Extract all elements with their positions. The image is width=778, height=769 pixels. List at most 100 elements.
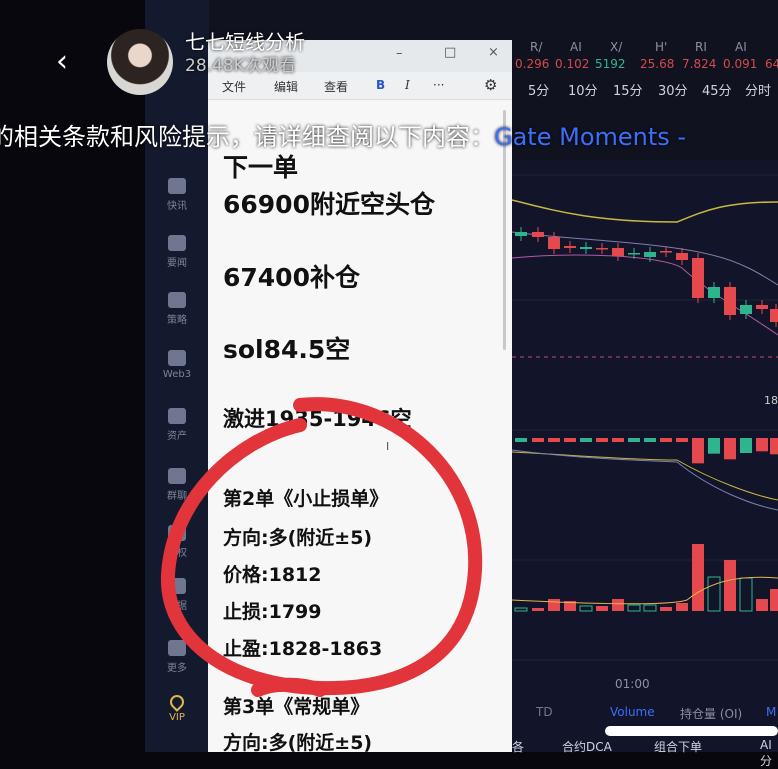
time-axis-label: 01:00: [615, 677, 650, 691]
maximize-button[interactable]: □: [444, 45, 457, 60]
menu-edit[interactable]: 编辑: [274, 80, 299, 94]
note-line: 方向:多(附近±5): [223, 527, 373, 549]
macd-bar: [740, 438, 752, 453]
sidebar-label: 群聊: [167, 491, 187, 502]
italic-button[interactable]: I: [405, 78, 410, 92]
gear-icon[interactable]: ⚙: [484, 76, 498, 94]
timeframe-45m[interactable]: 45分: [702, 84, 732, 99]
ticker-tab[interactable]: AI: [735, 40, 747, 54]
macd-line: [511, 451, 778, 501]
nav-ai[interactable]: AI分: [760, 738, 773, 768]
more-button[interactable]: ···: [433, 78, 445, 92]
candle: [660, 251, 672, 253]
volume-bar: [739, 577, 753, 612]
ticker-tab[interactable]: X/: [610, 40, 623, 54]
sidebar-item-news[interactable]: 要闻: [145, 235, 209, 269]
robot-icon: [168, 292, 186, 308]
indicator-tab-m[interactable]: M: [766, 705, 777, 719]
sidebar-item-strategy[interactable]: 策略: [145, 292, 209, 326]
menu-view[interactable]: 查看: [324, 80, 349, 94]
notepad-editor[interactable]: 下一单 66900附近空头仓 67400补仓 sol84.5空 激进1935-1…: [208, 101, 512, 752]
macd-bar: [628, 438, 640, 442]
note-line: 下一单: [223, 153, 299, 182]
sidebar-label: Web3: [162, 369, 192, 380]
indicator-tab-volume[interactable]: Volume: [610, 705, 655, 719]
volume-bar: [596, 606, 608, 611]
video-progress-bar[interactable]: [605, 726, 778, 736]
banner-text: 的相关条款和风险提示，请详细查阅以下内容：: [0, 123, 494, 151]
volume-bar: [724, 560, 736, 611]
sidebar-item-flash[interactable]: 快讯: [145, 178, 209, 212]
volume-bar: [770, 589, 778, 611]
sidebar-item-data[interactable]: 数据: [145, 578, 209, 612]
author-avatar[interactable]: [107, 29, 173, 95]
volume-bar: [676, 603, 688, 611]
nav-partial: 各: [512, 740, 525, 754]
ticker-tab[interactable]: RI: [695, 40, 707, 54]
author-name[interactable]: 七七短线分析: [185, 30, 305, 54]
sidebar-item-options[interactable]: 期权: [145, 525, 209, 559]
volume-bar: [627, 604, 641, 612]
timeframe-5m[interactable]: 5分: [528, 84, 550, 99]
close-button[interactable]: ×: [488, 45, 499, 60]
sidebar-item-assets[interactable]: 资产: [145, 408, 209, 442]
macd-bar: [660, 438, 672, 442]
indicator-tab-td[interactable]: TD: [536, 705, 553, 719]
sidebar-label: 期权: [167, 548, 187, 559]
diamond-icon: [167, 692, 187, 712]
sidebar-item-vip[interactable]: VIP: [145, 692, 209, 723]
notepad-scrollbar[interactable]: [503, 110, 506, 350]
ticker-tab[interactable]: AI: [570, 40, 582, 54]
candle: [770, 309, 778, 322]
price-chart[interactable]: 184 01:00 TD Volume 持仓量 (OI) M 各 合约DCA 组…: [511, 160, 778, 768]
candle: [548, 237, 560, 249]
macd-bar: [612, 438, 624, 442]
ticker-tab[interactable]: H': [655, 40, 668, 54]
nav-dca[interactable]: 合约DCA: [562, 740, 612, 754]
candle: [596, 248, 608, 250]
nav-combo-order[interactable]: 组合下单: [654, 740, 703, 754]
indicator-tab-oi[interactable]: 持仓量 (OI): [680, 707, 743, 721]
candle: [692, 258, 704, 298]
volume-bar: [564, 601, 576, 611]
chevron-left-icon[interactable]: ‹: [56, 44, 68, 79]
menu-file[interactable]: 文件: [222, 80, 247, 94]
note-line: 方向:多(附近±5): [223, 732, 373, 752]
macd-bar: [564, 438, 576, 442]
timeframe-10m[interactable]: 10分: [568, 84, 598, 99]
macd-bar: [580, 438, 592, 442]
macd-bar: [708, 438, 720, 454]
candle: [612, 248, 624, 256]
sidebar-item-more[interactable]: 更多: [145, 640, 209, 674]
macd-bar: [756, 438, 768, 452]
bold-button[interactable]: B: [376, 78, 386, 92]
sidebar-item-web3[interactable]: Web3: [145, 350, 209, 380]
volume-bar: [692, 544, 704, 611]
candle: [676, 253, 688, 260]
minimize-button[interactable]: –: [396, 46, 403, 61]
candle: [532, 232, 544, 237]
candle: [740, 305, 752, 314]
ticker-tab[interactable]: R/: [530, 40, 543, 54]
document-icon: [168, 235, 186, 251]
bollinger-mid: [511, 231, 778, 286]
timeframe-30m[interactable]: 30分: [658, 84, 688, 99]
timeframe-line[interactable]: 分时: [745, 84, 772, 99]
banner-link[interactable]: Gate Moments -: [494, 123, 687, 151]
bollinger-lower: [511, 254, 778, 336]
candlestick-chart: [511, 174, 778, 661]
ticker-value: 0.091: [723, 57, 758, 71]
macd-bar: [724, 438, 736, 460]
ticker-value: 0.102: [555, 57, 590, 71]
sidebar-item-chat[interactable]: 群聊: [145, 468, 209, 502]
timeframe-15m[interactable]: 15分: [613, 84, 643, 99]
note-line: 66900附近空头仓: [223, 190, 435, 219]
note-line: 激进1935-1946空: [223, 407, 412, 431]
candle: [515, 232, 527, 236]
volume-bar: [548, 599, 560, 611]
ticker-value: 25.68: [640, 57, 675, 71]
note-line: 止损:1799: [223, 601, 322, 623]
volume-bar: [579, 605, 593, 612]
sidebar-label: 更多: [167, 663, 187, 674]
candle: [564, 246, 576, 248]
